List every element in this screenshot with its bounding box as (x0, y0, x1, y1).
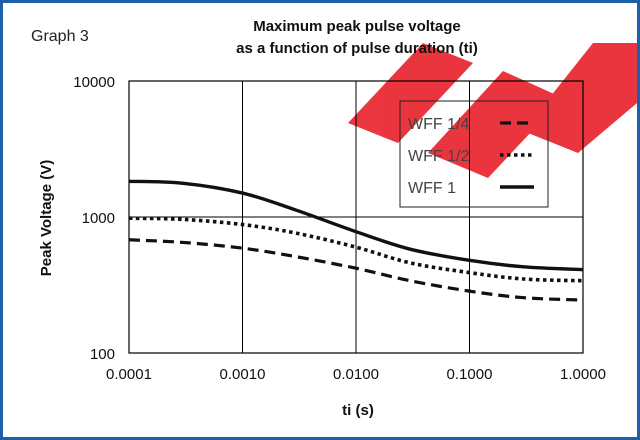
legend-label: WFF 1/4 (408, 116, 469, 133)
legend-label: WFF 1/2 (408, 148, 469, 165)
x-tick-label: 1.0000 (560, 366, 606, 383)
x-tick-label: 0.0001 (106, 366, 152, 383)
plot-area (128, 80, 584, 354)
legend: WFF 1/4 WFF 1/2 WFF 1 (399, 100, 549, 208)
y-tick-label: 1000 (82, 210, 115, 227)
y-tick-labels: 100 1000 10000 (73, 74, 115, 363)
series-line-wff-1-4 (128, 238, 584, 302)
legend-box (399, 100, 549, 208)
series-line-wff-1-2 (128, 216, 584, 283)
y-tick-label: 10000 (73, 74, 115, 91)
x-tick-labels: 0.0001 0.0010 0.0100 0.1000 1.0000 (106, 366, 606, 383)
graph-label: Graph 3 (31, 28, 89, 45)
chart-svg: Graph 3 Maximum peak pulse voltage as a … (31, 18, 637, 419)
chart-title-line-1: Maximum peak pulse voltage (253, 18, 461, 35)
x-tick-label: 0.1000 (447, 366, 493, 383)
x-tick-label: 0.0010 (220, 366, 266, 383)
chart-title-line-2: as a function of pulse duration (ti) (236, 40, 478, 57)
series-line-wff-1 (128, 179, 584, 272)
x-axis-title: ti (s) (342, 402, 374, 419)
series-lines (128, 179, 584, 302)
watermark-logo (348, 43, 637, 178)
legend-label: WFF 1 (408, 180, 456, 197)
y-tick-label: 100 (90, 346, 115, 363)
x-tick-label: 0.0100 (333, 366, 379, 383)
y-axis-title: Peak Voltage (V) (38, 160, 55, 276)
